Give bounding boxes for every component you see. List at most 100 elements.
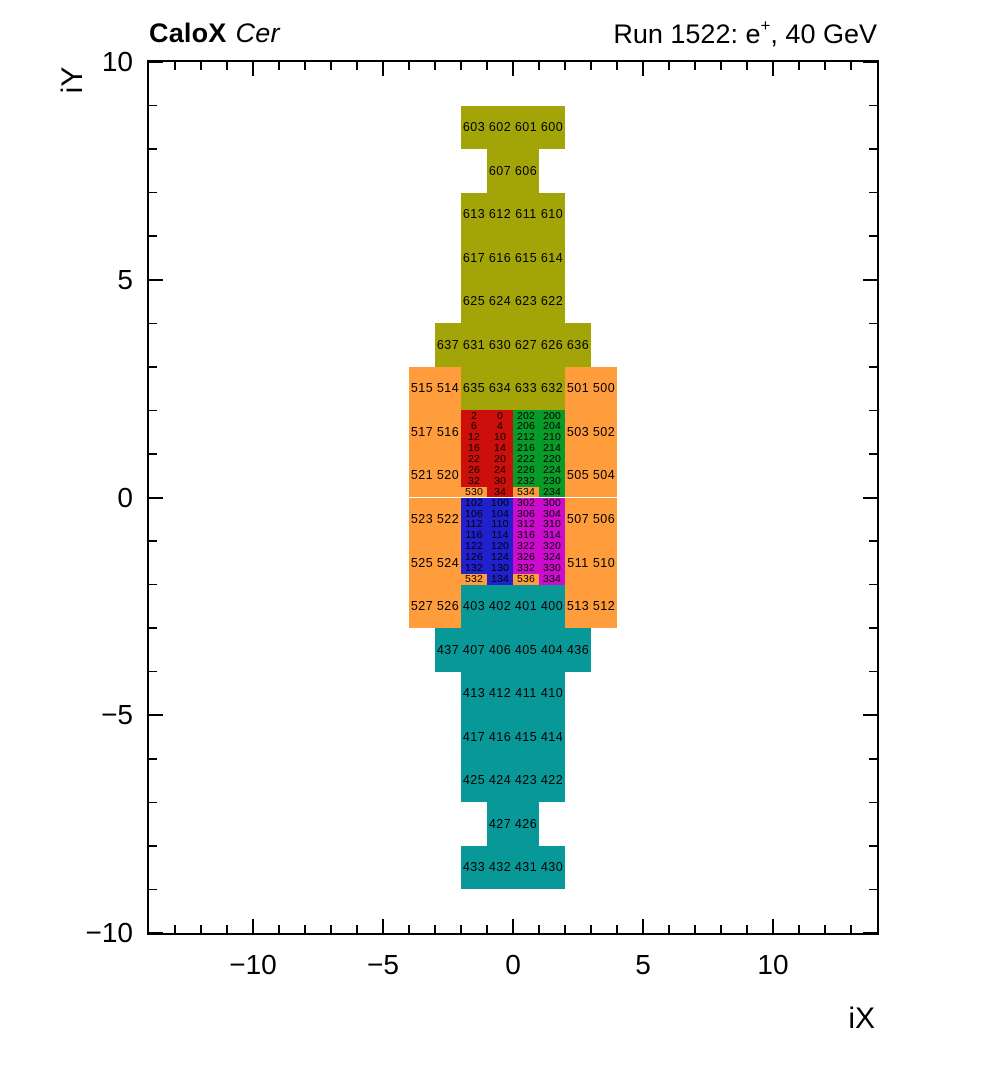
calo-cell-label: 102: [464, 496, 484, 509]
y-tick-right: [863, 496, 877, 499]
calo-cell-415: 415: [513, 715, 539, 759]
calo-cell-424: 424: [487, 758, 513, 803]
calo-cell-label: 422: [540, 773, 564, 788]
y-tick: [149, 148, 157, 150]
calo-cell-532: 532: [461, 573, 487, 585]
y-tick-right: [869, 670, 877, 673]
calo-cell-label: 330: [542, 562, 562, 574]
calo-cell-label: 536: [516, 572, 536, 585]
y-tick-right: [869, 888, 877, 891]
calo-cell-label: 210: [542, 431, 562, 444]
y-tick-right: [863, 932, 877, 934]
calo-cell-label: 110: [491, 518, 509, 531]
calo-cell-517: 517: [409, 410, 435, 454]
calo-cell-label: 334: [542, 572, 562, 585]
y-tick-right: [863, 714, 877, 717]
calo-cell-label: 624: [488, 294, 512, 309]
calo-cell-label: 502: [592, 424, 616, 439]
calo-cell-100: 100: [487, 496, 513, 509]
y-tick: [149, 932, 163, 934]
x-tick: [668, 925, 670, 933]
calo-cell-label: 427: [488, 816, 512, 831]
y-tick-right: [869, 540, 877, 542]
calo-cell-332: 332: [513, 562, 539, 574]
x-tick-top: [850, 62, 852, 70]
calo-cell-label: 124: [490, 551, 510, 564]
title-channel-type: Cer: [235, 18, 280, 48]
calo-cell-label: 633: [514, 381, 538, 396]
calo-cell-513: 513: [565, 584, 591, 629]
calo-cell-label: 100: [490, 496, 510, 509]
calo-cell-label: 415: [514, 729, 538, 744]
calo-cell-label: 312: [516, 518, 536, 531]
calo-cell-24: 24: [487, 464, 513, 477]
calo-cell-label: 403: [462, 599, 486, 614]
calo-cell-124: 124: [487, 551, 513, 564]
calo-cell-324: 324: [539, 551, 565, 563]
calo-cell-label: 433: [462, 860, 486, 875]
calo-cell-label: 625: [462, 294, 486, 309]
y-tick: [149, 670, 157, 673]
calo-cell-330: 330: [539, 562, 565, 574]
calo-cell-622: 622: [539, 279, 565, 324]
calo-cell-2: 2: [461, 410, 487, 422]
calo-cell-label: 400: [540, 599, 564, 614]
calo-cell-label: 616: [488, 250, 512, 265]
x-tick: [330, 925, 332, 933]
calo-cell-label: 425: [462, 773, 486, 788]
calo-cell-label: 503: [566, 424, 590, 439]
x-tick: [512, 919, 514, 933]
x-tick-top: [746, 62, 748, 70]
calo-cell-425: 425: [461, 758, 487, 803]
calo-cell-102: 102: [461, 496, 487, 509]
calo-cell-521: 521: [409, 453, 435, 498]
calo-cell-label: 24: [493, 464, 507, 477]
calo-cell-label: 14: [493, 442, 507, 455]
calo-cell-627: 627: [513, 323, 539, 367]
calo-cell-label: 635: [462, 381, 486, 396]
calo-cell-636: 636: [565, 323, 591, 367]
calo-cell-506: 506: [591, 497, 617, 542]
calo-cell-503: 503: [565, 410, 591, 454]
calo-cell-30: 30: [487, 475, 513, 487]
calo-cell-202: 202: [513, 409, 539, 422]
calo-cell-label: 514: [436, 381, 460, 396]
calo-cell-114: 114: [487, 530, 513, 542]
y-tick-right: [869, 627, 877, 629]
calo-cell-302: 302: [513, 497, 539, 509]
calo-cell-407: 407: [461, 628, 487, 672]
calo-cell-426: 426: [513, 802, 539, 846]
x-tick-top: [434, 62, 436, 70]
x-tick-label: −5: [367, 949, 399, 980]
calo-cell-label: 134: [490, 572, 510, 585]
calo-cell-label: 614: [540, 250, 564, 265]
calo-cell-label: 407: [462, 642, 486, 657]
calo-cell-511: 511: [565, 541, 591, 585]
calo-cell-label: 26: [467, 464, 481, 477]
calo-cell-label: 626: [540, 337, 564, 352]
calo-cell-32: 32: [461, 475, 487, 487]
calo-cell-label: 226: [516, 464, 536, 477]
calo-cell-603: 603: [461, 105, 487, 150]
calo-cell-label: 404: [540, 642, 564, 657]
calo-cell-606: 606: [513, 149, 539, 193]
calo-cell-label: 516: [436, 424, 460, 439]
calo-cell-label: 4: [496, 420, 504, 433]
x-tick-top: [642, 62, 644, 76]
run-info-post: , 40 GeV: [770, 19, 877, 49]
calo-cell-406: 406: [487, 628, 513, 672]
calo-cell-label: 216: [516, 442, 536, 455]
calo-cell-label: 202: [516, 409, 536, 422]
x-tick: [564, 925, 566, 933]
calo-cell-216: 216: [513, 443, 539, 454]
y-tick-right: [863, 61, 877, 63]
calo-cell-214: 214: [539, 443, 565, 454]
calo-cell-20: 20: [487, 453, 513, 465]
calo-cell-14: 14: [487, 443, 513, 454]
calo-cell-522: 522: [435, 497, 461, 542]
y-tick-right: [869, 409, 877, 412]
x-tick-top: [564, 62, 566, 70]
calo-cell-label: 505: [566, 468, 590, 483]
calo-cell-630: 630: [487, 323, 513, 367]
y-tick-label: −5: [101, 699, 133, 731]
